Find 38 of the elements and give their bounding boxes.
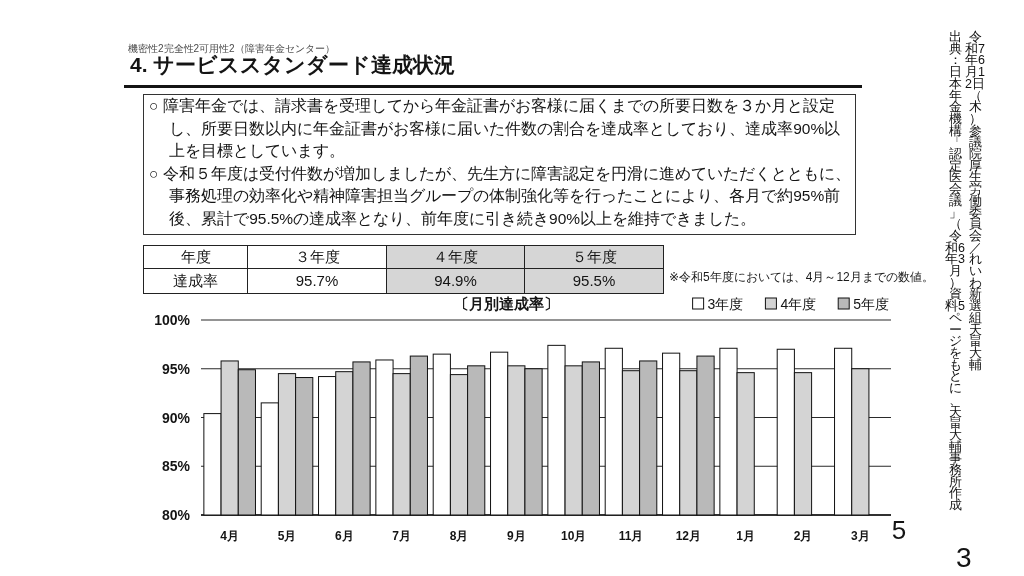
x-tick-label: 9月 (506, 529, 526, 543)
text: 令和7年6月12日（木）参議院厚生労働委員会／れいわ新選組天畠大輔 (965, 30, 985, 372)
x-tick-label: 12月 (675, 529, 702, 543)
text: ○ 令和５年度は受付件数が増加しましたが、先生方に障害認定を円滑に進めていただくとともに、事務処理の効率化や精神障害担当グループの体制強化等を行ったことにより、各月で約95%前後、累計で95.5%の達成率となり、前年度に引き続き90%以上を維持できました。 (149, 163, 851, 229)
legend-label: 5年度 (853, 296, 889, 312)
x-tick-label: 1月 (736, 529, 756, 543)
y-tick-label: 100% (154, 312, 191, 328)
y-tick-label: 80% (161, 507, 191, 523)
text: ※令和5年度においては、4月～12月までの数値。 (669, 270, 934, 284)
text: 達成率 (173, 272, 218, 289)
x-tick-label: 7月 (392, 529, 412, 543)
text: 年度 (180, 248, 211, 265)
chart-title: 〔月別達成率〕 (453, 295, 559, 312)
category-label: ４年度 (433, 248, 478, 265)
x-tick-label: 10月 (560, 529, 587, 543)
x-tick-label: 11月 (618, 529, 644, 543)
y-tick-label: 95% (161, 360, 191, 377)
text: 95.7% (295, 272, 339, 289)
text: 3 (956, 542, 972, 574)
x-tick-label: 4月 (220, 529, 240, 543)
text: 95.5% (572, 272, 616, 289)
legend-label: 3年度 (707, 296, 744, 312)
y-tick-label: 90% (161, 409, 191, 426)
text: 出典：日本年金機構「認定医会議」（令和6年3月）資料5ページをもとに、天畠大輔事務所作成 (945, 30, 965, 513)
x-tick-label: 3月 (850, 529, 870, 543)
text: 機密性2完全性2可用性2（障害年金センター） (128, 43, 335, 55)
legend-label: 4年度 (780, 296, 817, 312)
x-tick-label: 8月 (449, 529, 469, 543)
category-label: ５年度 (571, 248, 617, 265)
text: ○ 障害年金では、請求書を受理してから年金証書がお客様に届くまでの所要日数を３か月と設定し、所要日数以内に年金証書がお客様に届いた件数の割合を達成率としており、達成率90%以上を目標としています。 (149, 96, 842, 162)
x-tick-label: 5月 (277, 529, 297, 543)
x-tick-label: 6月 (334, 529, 354, 543)
x-tick-label: 2月 (793, 529, 813, 543)
text: 5 (891, 515, 907, 545)
y-tick-label: 85% (161, 458, 191, 475)
text: 4. サービススタンダード達成状況 (130, 53, 456, 78)
category-label: ３年度 (294, 248, 340, 265)
text: 94.9% (434, 272, 477, 289)
